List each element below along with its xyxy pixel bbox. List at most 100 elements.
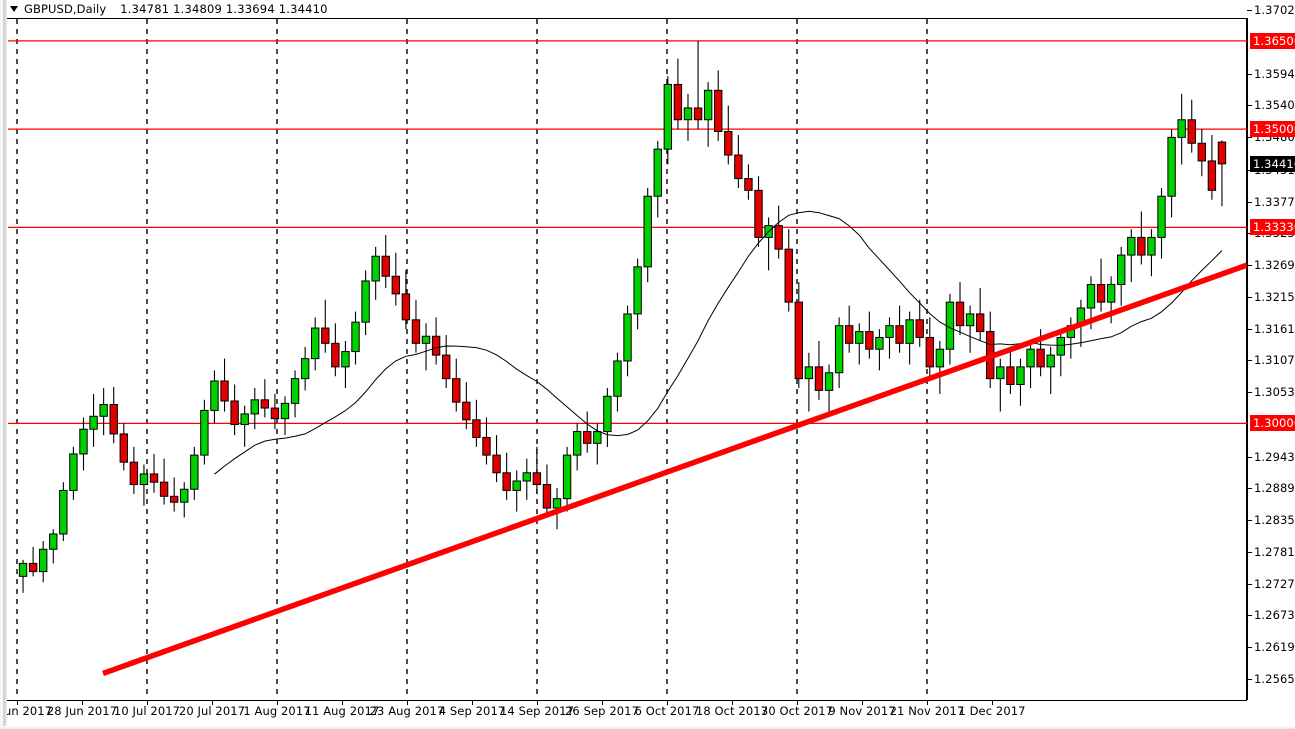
candle-body[interactable] (280, 402, 290, 420)
candle-body[interactable] (28, 562, 38, 573)
candle-body[interactable] (1177, 119, 1186, 138)
candle-body[interactable] (290, 378, 300, 404)
candle-body[interactable] (925, 336, 934, 368)
candle-body[interactable] (1036, 348, 1045, 368)
candle-body[interactable] (1217, 141, 1227, 165)
candle-body[interactable] (200, 409, 209, 456)
candle-body[interactable] (905, 319, 914, 344)
candle-body[interactable] (1016, 366, 1025, 386)
candle-body[interactable] (79, 428, 88, 455)
candle-body[interactable] (99, 404, 108, 417)
candle-body[interactable] (532, 472, 542, 486)
price-axis[interactable]: 1.370251.359451.354051.348651.343101.337… (1247, 0, 1295, 700)
candle-body[interactable] (1167, 136, 1176, 197)
candle-body[interactable] (371, 255, 380, 282)
candle-body[interactable] (975, 313, 985, 333)
candle-body[interactable] (683, 107, 693, 121)
candle-body[interactable] (190, 454, 199, 490)
candle-body[interactable] (441, 354, 451, 380)
plot-area[interactable] (8, 19, 1247, 699)
candle-body[interactable] (220, 380, 229, 402)
candle-body[interactable] (583, 431, 592, 444)
candle-body[interactable] (18, 562, 28, 577)
candle-body[interactable] (482, 436, 491, 456)
candle-body[interactable] (250, 399, 259, 415)
candle-body[interactable] (341, 351, 350, 368)
candle-body[interactable] (794, 301, 804, 380)
candle-body[interactable] (744, 178, 753, 191)
candle-body[interactable] (472, 419, 481, 438)
candle-body[interactable] (784, 248, 793, 303)
candle-body[interactable] (411, 319, 421, 344)
candle-body[interactable] (562, 454, 572, 500)
candle-body[interactable] (512, 480, 521, 491)
candle-body[interactable] (210, 380, 219, 411)
candle-body[interactable] (955, 301, 965, 327)
candle-body[interactable] (311, 327, 320, 360)
candle-body[interactable] (452, 378, 461, 403)
candle-body[interactable] (1127, 236, 1136, 256)
trendline[interactable] (102, 262, 1247, 677)
candle-body[interactable] (572, 431, 582, 456)
candle-body[interactable] (1157, 195, 1166, 238)
price-level-label[interactable]: 1.30000 (1250, 415, 1295, 432)
candle-body[interactable] (633, 266, 642, 315)
candle-body[interactable] (492, 454, 501, 474)
candle-body[interactable] (321, 327, 330, 344)
price-level-label[interactable]: 1.33330 (1250, 219, 1295, 236)
candle-body[interactable] (59, 489, 68, 535)
candle-body[interactable] (724, 131, 733, 156)
candle-body[interactable] (119, 433, 128, 463)
candle-body[interactable] (915, 319, 924, 338)
price-level-label[interactable]: 1.35000 (1250, 121, 1295, 138)
candle-body[interactable] (1046, 354, 1055, 368)
candle-body[interactable] (49, 533, 58, 550)
candle-body[interactable] (542, 484, 552, 509)
price-level-label[interactable]: 1.36500 (1250, 32, 1295, 49)
candle-body[interactable] (1006, 366, 1015, 386)
candle-body[interactable] (300, 358, 310, 380)
candle-body[interactable] (935, 348, 945, 368)
candle-body[interactable] (895, 325, 904, 344)
candle-body[interactable] (159, 481, 169, 497)
candle-body[interactable] (361, 280, 370, 323)
candle-body[interactable] (552, 498, 562, 509)
candle-body[interactable] (945, 301, 955, 350)
candle-body[interactable] (734, 154, 743, 180)
candle-body[interactable] (431, 335, 441, 356)
candle-body[interactable] (804, 366, 814, 380)
candle-body[interactable] (1086, 283, 1096, 309)
candle-body[interactable] (834, 325, 844, 374)
candle-body[interactable] (613, 360, 622, 397)
candle-body[interactable] (522, 472, 531, 482)
candle-body[interactable] (260, 399, 270, 409)
candle-body[interactable] (351, 321, 360, 353)
candle-body[interactable] (401, 293, 411, 321)
candle-body[interactable] (69, 453, 78, 491)
candle-body[interactable] (774, 225, 783, 250)
vertical-scrollbar[interactable] (0, 0, 7, 700)
candle-body[interactable] (421, 335, 431, 344)
candle-body[interactable] (169, 495, 179, 503)
candle-body[interactable] (693, 107, 703, 121)
candle-body[interactable] (885, 325, 894, 338)
candle-body[interactable] (1197, 142, 1207, 162)
candle-body[interactable] (270, 407, 280, 420)
candle-body[interactable] (109, 404, 118, 435)
candle-body[interactable] (129, 461, 139, 486)
candle-body[interactable] (593, 431, 602, 444)
candle-body[interactable] (814, 366, 824, 391)
candle-body[interactable] (1026, 348, 1035, 368)
triangle-down-icon[interactable] (10, 6, 18, 12)
candle-body[interactable] (1106, 283, 1116, 303)
candle-body[interactable] (240, 413, 249, 426)
candle-body[interactable] (673, 83, 683, 121)
candle-body[interactable] (1056, 336, 1065, 356)
candle-body[interactable] (844, 325, 854, 344)
candle-body[interactable] (391, 275, 401, 295)
candle-body[interactable] (623, 313, 632, 362)
candle-body[interactable] (1117, 254, 1126, 285)
candle-body[interactable] (875, 336, 884, 350)
candle-body[interactable] (1207, 160, 1217, 191)
candle-body[interactable] (603, 395, 612, 433)
